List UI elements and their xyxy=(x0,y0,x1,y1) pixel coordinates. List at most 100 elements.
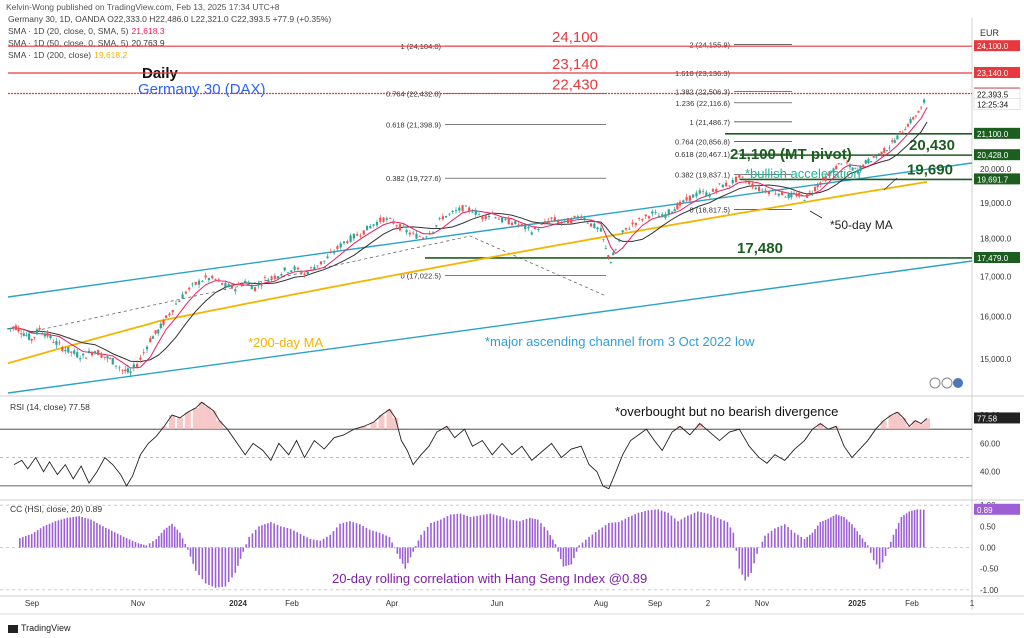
cc-bar xyxy=(113,532,116,548)
candle-body xyxy=(471,211,474,213)
fib-right-label: 1.382 (22,506.3) xyxy=(675,87,731,96)
candle-body xyxy=(570,218,573,224)
candle-body xyxy=(827,173,830,176)
candle-body xyxy=(323,260,326,262)
candle-body xyxy=(257,283,260,286)
cc-bar xyxy=(496,515,498,548)
cc-bar xyxy=(476,515,478,548)
cc-bar xyxy=(99,524,101,548)
candle-body xyxy=(336,246,339,250)
candle-body xyxy=(880,151,883,156)
support-label: 17,480 xyxy=(737,240,783,257)
cc-bar xyxy=(417,540,420,548)
x-tick-label: Feb xyxy=(285,599,299,608)
cc-bar xyxy=(211,547,214,587)
candle-body xyxy=(237,283,240,285)
candle-body xyxy=(596,227,599,230)
candle-body xyxy=(365,225,369,231)
cc-bar xyxy=(440,519,442,548)
cc-bar xyxy=(581,542,584,548)
candle-body xyxy=(402,226,405,228)
fib-right-label: 1 (21,486.7) xyxy=(690,118,731,127)
price-tick-label: 16,000.0 xyxy=(980,312,1012,321)
candle-body xyxy=(547,220,550,224)
candle-body xyxy=(711,189,715,192)
price-tick-label: 17,000.0 xyxy=(980,272,1012,281)
rsi-overbought-fill xyxy=(192,407,199,430)
candle-body xyxy=(698,190,701,194)
candle-body xyxy=(211,275,214,279)
rsi-overbought-fill xyxy=(817,423,824,430)
candle-body xyxy=(777,193,780,196)
cc-bar xyxy=(192,547,194,564)
candle-body xyxy=(803,200,806,202)
candle-body xyxy=(787,193,790,199)
cc-tick-label: 0.50 xyxy=(980,522,996,531)
cc-bar xyxy=(750,547,752,573)
cc-bar xyxy=(650,509,653,548)
rsi-overbought-fill xyxy=(360,426,367,430)
candle-body xyxy=(448,213,451,215)
cc-bar xyxy=(90,519,92,548)
candle-body xyxy=(774,193,777,195)
cc-bar xyxy=(60,519,63,548)
cc-bar xyxy=(204,547,207,584)
cc-bar xyxy=(453,514,455,548)
cc-bar xyxy=(479,515,482,548)
cc-bar xyxy=(231,547,233,578)
rsi-overbought-fill xyxy=(443,426,450,430)
candle-body xyxy=(379,217,382,222)
candle-body xyxy=(715,189,718,192)
cc-bar xyxy=(322,538,325,548)
cc-bar xyxy=(908,511,911,548)
x-tick-label: 2025 xyxy=(848,599,866,608)
candle-body xyxy=(657,215,661,218)
candle-body xyxy=(145,346,149,350)
swing-dashed-line xyxy=(29,235,607,333)
cc-bar xyxy=(783,524,786,548)
candle-body xyxy=(589,223,593,227)
candle-body xyxy=(734,176,738,183)
cc-bar xyxy=(446,516,449,548)
candle-body xyxy=(293,266,296,270)
cc-bar xyxy=(738,547,741,569)
price-tag-label: 17,479.0 xyxy=(977,254,1009,263)
cc-bar xyxy=(549,535,552,548)
cc-bar xyxy=(761,541,764,548)
candle-body xyxy=(560,222,563,224)
cc-bar xyxy=(856,531,859,548)
cc-bar xyxy=(393,547,396,549)
cc-bar xyxy=(824,519,827,548)
cc-bar xyxy=(864,541,866,548)
candle-body xyxy=(795,193,798,197)
cc-bar xyxy=(851,524,853,548)
cc-bar xyxy=(845,519,848,548)
cc-header: CC (HSI, close, 20) 0.89 xyxy=(10,504,102,514)
candle-body xyxy=(273,275,276,279)
candle-body xyxy=(484,214,487,219)
cc-bar xyxy=(122,536,125,548)
cc-bar xyxy=(309,539,312,548)
currency-label[interactable]: EUR xyxy=(980,28,1000,38)
cc-bar xyxy=(459,513,462,548)
rsi-overbought-fill xyxy=(370,422,377,430)
candle-body xyxy=(901,132,904,134)
candle-body xyxy=(877,153,881,155)
cc-bar xyxy=(63,518,66,548)
cc-bar xyxy=(276,524,279,548)
cc-bar xyxy=(306,537,308,548)
cc-bar xyxy=(499,516,501,548)
cc-bar xyxy=(832,515,835,548)
candle-body xyxy=(705,192,708,197)
cc-bar xyxy=(634,514,636,548)
cc-bar xyxy=(744,547,747,581)
cc-bar xyxy=(466,515,468,548)
cc-bar xyxy=(552,539,554,548)
candle-body xyxy=(342,241,346,244)
cc-bar xyxy=(892,534,895,548)
cc-bar xyxy=(267,523,269,548)
cc-bar xyxy=(158,535,160,548)
candle-body xyxy=(253,287,257,291)
cc-bar xyxy=(570,547,573,565)
